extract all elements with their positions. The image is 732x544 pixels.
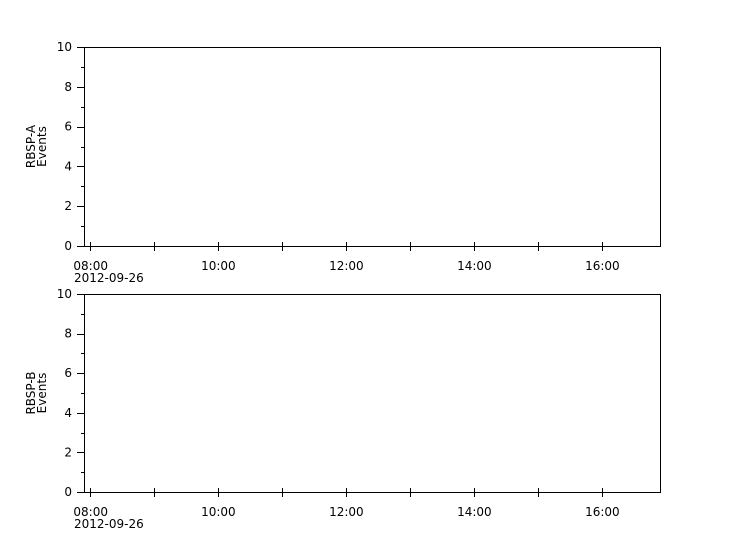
x-tick-label: 10:00 [201, 505, 236, 519]
panel-b: 0 2 4 6 8 10 08:00 10:00 12:00 14:00 16:00 2012-09-… [24, 287, 661, 531]
y-tick-label: 6 [64, 366, 72, 380]
x-tick-label: 08:00 [73, 505, 108, 519]
y-axis-label: Events [35, 373, 49, 414]
y-tick-label: 2 [64, 445, 72, 459]
y-tick-label: 0 [64, 485, 72, 499]
x-tick-label: 16:00 [585, 505, 620, 519]
y-tick-label: 10 [57, 287, 72, 301]
x-tick-label: 10:00 [201, 259, 236, 273]
y-tick-label: 4 [64, 406, 72, 420]
y-axis-label: RBSP-A [24, 124, 38, 168]
x-date-label: 2012-09-26 [74, 517, 144, 531]
x-tick-label: 08:00 [73, 259, 108, 273]
plot-frame [84, 294, 661, 493]
y-tick-label: 2 [64, 199, 72, 213]
y-axis-label: Events [35, 126, 49, 167]
x-date-label: 2012-09-26 [74, 271, 144, 285]
x-tick-label: 14:00 [457, 505, 492, 519]
x-tick-label: 12:00 [329, 259, 364, 273]
y-tick-label: 6 [64, 120, 72, 134]
x-tick-label: 14:00 [457, 259, 492, 273]
y-tick-label: 10 [57, 40, 72, 54]
x-tick-label: 12:00 [329, 505, 364, 519]
x-tick-label: 16:00 [585, 259, 620, 273]
y-tick-label: 8 [64, 327, 72, 341]
y-tick-label: 8 [64, 80, 72, 94]
y-tick-label: 4 [64, 159, 72, 173]
y-tick-label: 0 [64, 239, 72, 253]
plot-frame [84, 47, 661, 247]
y-axis-label: RBSP-B [24, 371, 38, 414]
panel-a: 0 2 4 6 8 10 08:00 10:00 12:00 14:00 16:00 2012-09-… [24, 40, 661, 285]
